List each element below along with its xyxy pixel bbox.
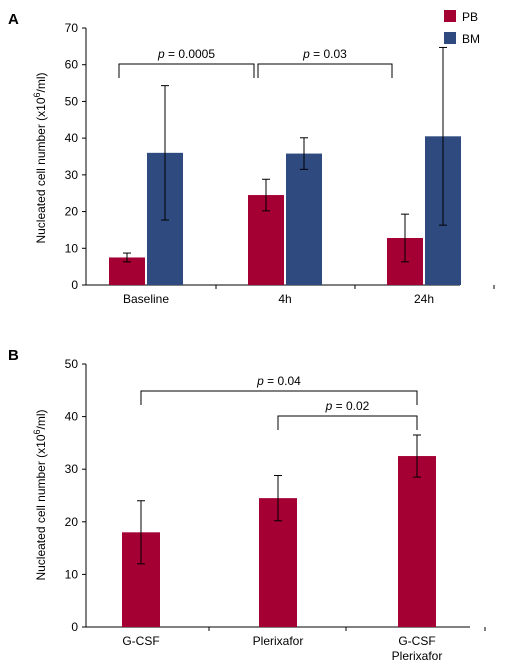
p-value-annotation: p = 0.02 (325, 399, 370, 413)
x-tick-label: G-CSF (122, 634, 159, 648)
y-axis-label-exponent: 6 (32, 92, 42, 97)
legend-label-bm: BM (462, 32, 480, 46)
bar-2 (398, 456, 436, 627)
y-tick-label: 40 (65, 410, 79, 424)
y-axis-label-unit: /ml) (34, 72, 48, 92)
y-axis-label-text: Nucleated cell number (x10 (34, 97, 48, 243)
p-value-annotation: p = 0.0005 (157, 47, 215, 61)
p-value-symbol: p (157, 47, 165, 61)
y-tick-label: 70 (65, 21, 79, 35)
y-tick-label: 50 (65, 357, 79, 371)
p-value-text: = 0.02 (332, 399, 369, 413)
p-value-symbol: p (325, 399, 333, 413)
y-tick-label: 20 (65, 515, 79, 529)
y-tick-label: 40 (65, 131, 79, 145)
p-value-symbol: p (256, 374, 264, 388)
y-axis-label: Nucleated cell number (x106/ml) (32, 72, 48, 243)
p-value-annotation: p = 0.04 (256, 374, 301, 388)
y-axis-label-unit: /ml) (34, 409, 48, 429)
panel-b-chart: B 0 10 20 30 40 50 Nucleated cell number (x106/… (8, 347, 486, 663)
y-tick-label: 10 (65, 241, 79, 255)
panel-a-chart: A 0 10 20 30 40 50 60 70 Nucleated cell number (x… (8, 10, 495, 306)
y-tick-label: 10 (65, 567, 79, 581)
x-tick-label: 4h (278, 292, 291, 306)
significance-bracket (277, 415, 418, 430)
legend-swatch-pb (444, 10, 456, 22)
p-value-annotation: p = 0.03 (302, 47, 347, 61)
significance-bracket (118, 63, 255, 78)
y-tick-label: 60 (65, 58, 79, 72)
y-tick-label: 30 (65, 462, 79, 476)
significance-bracket (140, 390, 418, 405)
y-tick-label: 20 (65, 205, 79, 219)
panel-label: B (8, 347, 19, 364)
p-value-symbol: p (302, 47, 310, 61)
y-axis-label: Nucleated cell number (x106/ml) (32, 409, 48, 580)
y-axis-label-text: Nucleated cell number (x10 (34, 434, 48, 580)
x-tick-label: Plerixafor (392, 649, 443, 663)
significance-bracket (257, 63, 393, 78)
y-tick-label: 30 (65, 168, 79, 182)
x-tick-label: Plerixafor (253, 634, 304, 648)
bar-bm-1 (286, 153, 322, 285)
p-value-text: = 0.04 (264, 374, 301, 388)
y-axis-label-exponent: 6 (32, 429, 42, 434)
y-tick-label: 0 (71, 620, 78, 634)
legend-swatch-bm (444, 32, 456, 44)
y-tick-label: 0 (71, 278, 78, 292)
x-tick-label: 24h (414, 292, 434, 306)
y-tick-label: 50 (65, 94, 79, 108)
legend-label-pb: PB (462, 10, 478, 24)
x-tick-label: Baseline (123, 292, 169, 306)
p-value-text: = 0.0005 (165, 47, 216, 61)
p-value-text: = 0.03 (310, 47, 347, 61)
x-tick-label: G-CSF (398, 634, 435, 648)
panel-label: A (8, 11, 19, 28)
